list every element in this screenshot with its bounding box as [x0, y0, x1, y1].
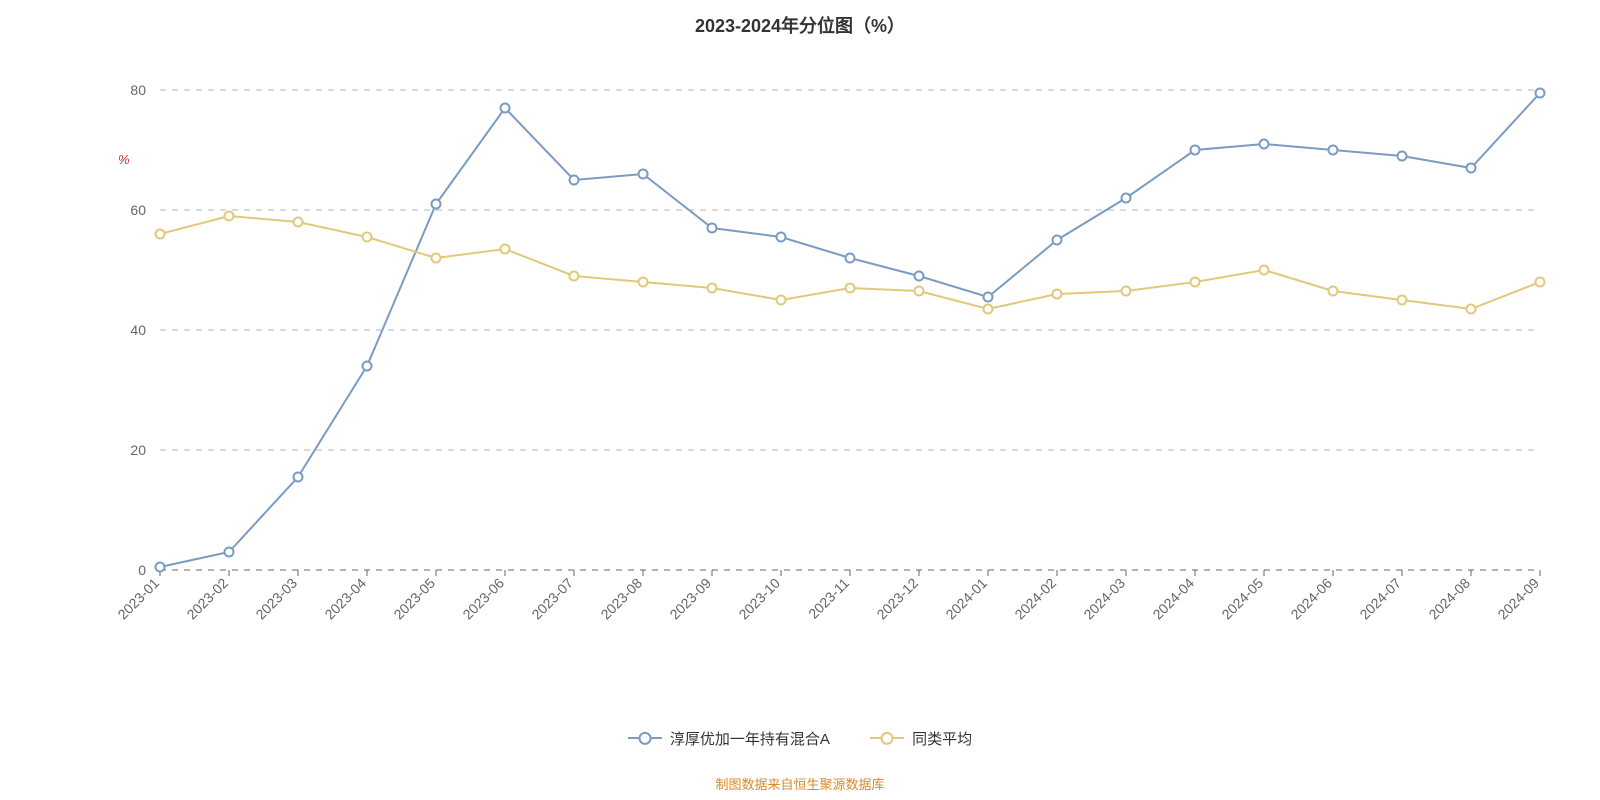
line-chart: 0 20 40 60 80 2023-01 2023-02 2023-03 2023-04 202…	[0, 0, 1600, 800]
series-marker-2	[1467, 305, 1476, 314]
y-tick-label: 40	[130, 322, 146, 338]
series-marker-2	[915, 287, 924, 296]
series-marker-2	[432, 254, 441, 263]
series-marker-2	[1191, 278, 1200, 287]
x-tick-label: 2023-10	[735, 575, 783, 623]
legend-swatch-1	[628, 737, 662, 739]
x-tick-label: 2023-03	[252, 575, 300, 623]
x-tick-label: 2024-02	[1011, 575, 1059, 623]
x-tick-label: 2023-05	[390, 575, 438, 623]
y-tick-label: 60	[130, 202, 146, 218]
series-marker-1	[846, 254, 855, 263]
series-marker-1	[1260, 140, 1269, 149]
series-marker-2	[639, 278, 648, 287]
x-tick-label: 2024-09	[1494, 575, 1542, 623]
series-marker-1	[1191, 146, 1200, 155]
series-marker-1	[777, 233, 786, 242]
x-tick-label: 2023-12	[873, 575, 921, 623]
series-marker-2	[363, 233, 372, 242]
x-tick-label: 2023-11	[805, 575, 852, 622]
series-marker-1	[156, 563, 165, 572]
series-marker-1	[1467, 164, 1476, 173]
series-marker-2	[1122, 287, 1131, 296]
series-marker-1	[501, 104, 510, 113]
series-marker-1	[1122, 194, 1131, 203]
x-tick-label: 2023-06	[459, 575, 507, 623]
series-marker-2	[225, 212, 234, 221]
series-marker-2	[777, 296, 786, 305]
legend-label-2: 同类平均	[912, 728, 972, 749]
legend-swatch-2	[870, 737, 904, 739]
series-marker-2	[846, 284, 855, 293]
x-tick-label: 2024-06	[1287, 575, 1335, 623]
series-marker-2	[156, 230, 165, 239]
series-marker-2	[501, 245, 510, 254]
y-tick-label: 80	[130, 82, 146, 98]
series-marker-1	[984, 293, 993, 302]
series-marker-2	[1398, 296, 1407, 305]
series-marker-1	[915, 272, 924, 281]
y-tick-label: 0	[138, 562, 146, 578]
legend-item-series-1: 淳厚优加一年持有混合A	[628, 728, 830, 749]
series-marker-2	[1536, 278, 1545, 287]
series-marker-1	[432, 200, 441, 209]
x-tick-label: 2024-01	[942, 575, 990, 623]
series-marker-2	[708, 284, 717, 293]
series-marker-2	[1053, 290, 1062, 299]
series-marker-1	[1398, 152, 1407, 161]
series-marker-2	[984, 305, 993, 314]
x-tick-label: 2024-03	[1080, 575, 1128, 623]
legend-label-1: 淳厚优加一年持有混合A	[670, 728, 830, 749]
series-marker-1	[1536, 89, 1545, 98]
series-marker-1	[225, 548, 234, 557]
x-tick-label: 2023-04	[321, 575, 369, 623]
x-tick-label: 2023-02	[183, 575, 231, 623]
x-tick-label: 2024-05	[1218, 575, 1266, 623]
series-marker-1	[708, 224, 717, 233]
series-marker-1	[294, 473, 303, 482]
series-marker-2	[1329, 287, 1338, 296]
x-tick-label: 2024-04	[1149, 575, 1197, 623]
x-tick-label: 2024-08	[1425, 575, 1473, 623]
series-marker-1	[570, 176, 579, 185]
x-tick-label: 2023-09	[666, 575, 714, 623]
series-marker-2	[294, 218, 303, 227]
x-tick-label: 2024-07	[1356, 575, 1404, 623]
series-marker-1	[1053, 236, 1062, 245]
legend-item-series-2: 同类平均	[870, 728, 972, 749]
y-tick-label: 20	[130, 442, 146, 458]
x-tick-label: 2023-08	[597, 575, 645, 623]
series-marker-1	[1329, 146, 1338, 155]
x-tick-label: 2023-01	[114, 575, 162, 623]
series-marker-1	[363, 362, 372, 371]
chart-container: { "chart": { "type": "line", "title": "2…	[0, 0, 1600, 800]
series-marker-1	[639, 170, 648, 179]
chart-footer-source: 制图数据来自恒生聚源数据库	[0, 774, 1600, 793]
series-marker-2	[570, 272, 579, 281]
legend: 淳厚优加一年持有混合A 同类平均	[0, 726, 1600, 749]
series-marker-2	[1260, 266, 1269, 275]
x-tick-label: 2023-07	[528, 575, 576, 623]
